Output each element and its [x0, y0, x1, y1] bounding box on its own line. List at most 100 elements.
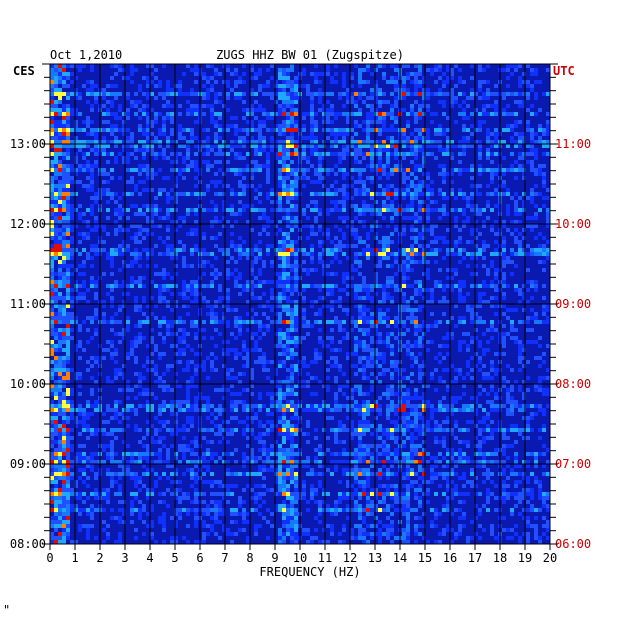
spectrogram-cell: [86, 188, 90, 192]
spectrogram-cell: [434, 92, 438, 96]
spectrogram-cell: [58, 408, 62, 412]
spectrogram-cell: [94, 308, 98, 312]
spectrogram-cell: [90, 320, 94, 324]
spectrogram-cell: [546, 404, 550, 408]
spectrogram-cell: [50, 296, 54, 300]
spectrogram-cell: [70, 164, 74, 168]
spectrogram-cell: [378, 372, 382, 376]
spectrogram-cell: [222, 184, 226, 188]
spectrogram-cell: [422, 344, 426, 348]
spectrogram-cell: [526, 160, 530, 164]
spectrogram-cell: [294, 256, 298, 260]
spectrogram-cell: [510, 404, 514, 408]
spectrogram-cell: [266, 112, 270, 116]
spectrogram-cell: [138, 108, 142, 112]
spectrogram-cell: [114, 84, 118, 88]
spectrogram-cell: [330, 348, 334, 352]
spectrogram-cell: [190, 140, 194, 144]
spectrogram-cell: [270, 192, 274, 196]
spectrogram-cell: [170, 400, 174, 404]
spectrogram-cell: [178, 348, 182, 352]
spectrogram-cell: [138, 276, 142, 280]
spectrogram-cell: [334, 360, 338, 364]
spectrogram-cell: [446, 388, 450, 392]
spectrogram-cell: [206, 304, 210, 308]
spectrogram-cell: [214, 272, 218, 276]
spectrogram-cell: [234, 128, 238, 132]
spectrogram-cell: [446, 80, 450, 84]
spectrogram-cell: [178, 216, 182, 220]
spectrogram-cell: [190, 376, 194, 380]
spectrogram-cell: [230, 404, 234, 408]
spectrogram-cell: [58, 128, 62, 132]
spectrogram-cell: [434, 356, 438, 360]
spectrogram-cell: [290, 88, 294, 92]
spectrogram-cell: [546, 132, 550, 136]
spectrogram-cell: [294, 224, 298, 228]
spectrogram-cell: [202, 248, 206, 252]
spectrogram-cell: [502, 376, 506, 380]
spectrogram-cell: [494, 304, 498, 308]
spectrogram-cell: [382, 256, 386, 260]
spectrogram-cell: [414, 72, 418, 76]
spectrogram-cell: [334, 128, 338, 132]
spectrogram-cell: [86, 360, 90, 364]
spectrogram-cell: [522, 208, 526, 212]
spectrogram-cell: [266, 328, 270, 332]
spectrogram-cell: [146, 316, 150, 320]
spectrogram-cell: [450, 68, 454, 72]
spectrogram-cell: [354, 288, 358, 292]
spectrogram-cell: [370, 364, 374, 368]
spectrogram-cell: [410, 236, 414, 240]
spectrogram-cell: [94, 152, 98, 156]
spectrogram-cell: [54, 248, 58, 252]
spectrogram-cell: [266, 84, 270, 88]
spectrogram-cell: [534, 96, 538, 100]
spectrogram-cell: [138, 224, 142, 228]
spectrogram-cell: [506, 76, 510, 80]
spectrogram-cell: [166, 112, 170, 116]
spectrogram-cell: [354, 284, 358, 288]
spectrogram-cell: [406, 260, 410, 264]
spectrogram-cell: [194, 108, 198, 112]
spectrogram-cell: [366, 316, 370, 320]
spectrogram-cell: [58, 344, 62, 348]
spectrogram-cell: [286, 152, 290, 156]
spectrogram-cell: [218, 92, 222, 96]
spectrogram-cell: [206, 160, 210, 164]
spectrogram-cell: [542, 352, 546, 356]
spectrogram-cell: [310, 244, 314, 248]
spectrogram-cell: [414, 152, 418, 156]
spectrogram-cell: [138, 148, 142, 152]
spectrogram-cell: [266, 176, 270, 180]
spectrogram-cell: [506, 400, 510, 404]
spectrogram-cell: [478, 232, 482, 236]
spectrogram-cell: [330, 240, 334, 244]
spectrogram-cell: [286, 224, 290, 228]
spectrogram-cell: [66, 164, 70, 168]
spectrogram-cell: [218, 296, 222, 300]
spectrogram-cell: [66, 128, 70, 132]
spectrogram-cell: [438, 144, 442, 148]
spectrogram-cell: [494, 312, 498, 316]
spectrogram-cell: [466, 136, 470, 140]
spectrogram-cell: [126, 388, 130, 392]
spectrogram-cell: [78, 292, 82, 296]
spectrogram-cell: [374, 152, 378, 156]
spectrogram-cell: [278, 248, 282, 252]
spectrogram-cell: [174, 400, 178, 404]
spectrogram-cell: [254, 260, 258, 264]
spectrogram-cell: [158, 224, 162, 228]
spectrogram-cell: [434, 408, 438, 412]
spectrogram-cell: [382, 124, 386, 128]
spectrogram-cell: [290, 136, 294, 140]
spectrogram-cell: [546, 256, 550, 260]
spectrogram-cell: [510, 308, 514, 312]
spectrogram-cell: [506, 228, 510, 232]
spectrogram-cell: [366, 364, 370, 368]
spectrogram-cell: [186, 112, 190, 116]
spectrogram-cell: [178, 340, 182, 344]
spectrogram-cell: [154, 416, 158, 420]
spectrogram-cell: [282, 108, 286, 112]
spectrogram-cell: [110, 296, 114, 300]
